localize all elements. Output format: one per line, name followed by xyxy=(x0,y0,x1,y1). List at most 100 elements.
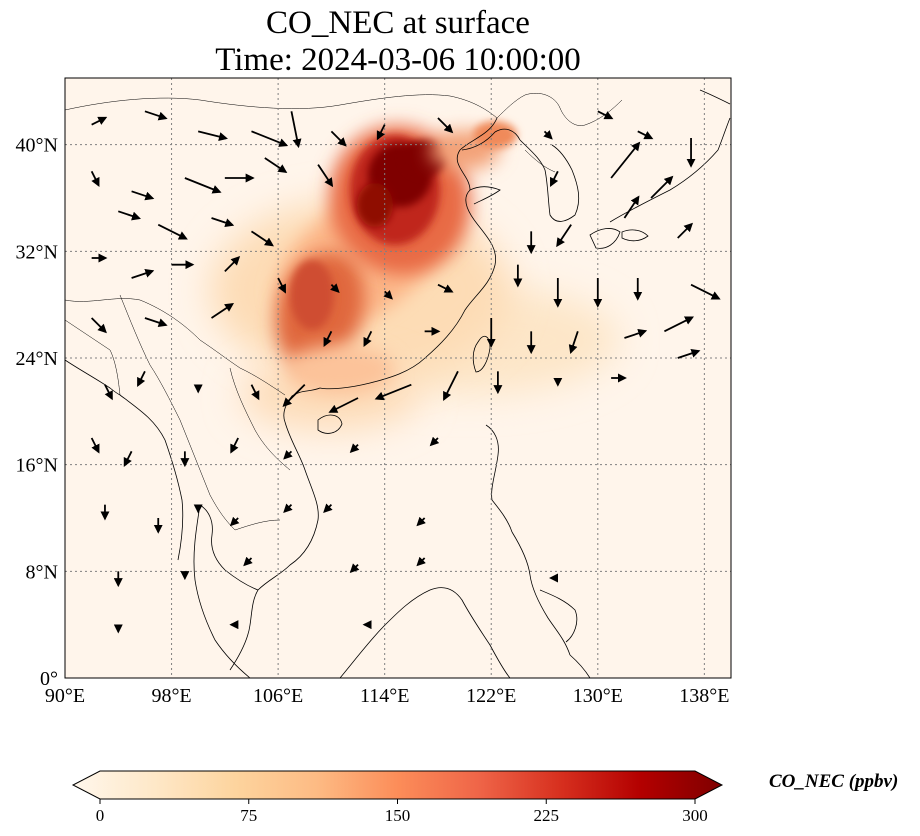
wind-arrow xyxy=(123,450,133,467)
wind-arrow xyxy=(323,330,333,347)
y-tick-label: 32°N xyxy=(16,241,58,263)
x-tick-label: 106°E xyxy=(253,685,303,707)
hokkaido-coast xyxy=(699,89,731,105)
title-line-1: CO_NEC at surface xyxy=(266,5,530,41)
wind-arrow xyxy=(229,516,240,527)
title-line-2: Time: 2024-03-06 10:00:00 xyxy=(215,42,580,78)
shandong-coast xyxy=(469,186,501,205)
wind-arrow xyxy=(211,217,235,227)
colorbar-tick-label: 225 xyxy=(534,806,560,825)
wind-arrow xyxy=(144,317,168,327)
wind-arrow xyxy=(184,177,222,194)
y-tick-label: 16°N xyxy=(16,455,58,477)
hainan-coast xyxy=(317,414,343,434)
myanmar-coast xyxy=(119,394,184,561)
wind-arrow xyxy=(224,256,241,272)
wind-arrow xyxy=(637,130,654,140)
x-tick-label: 138°E xyxy=(679,685,729,707)
wind-arrow xyxy=(443,370,459,401)
myanmar-china-border xyxy=(119,294,181,421)
wind-arrow xyxy=(117,210,141,221)
wind-arrow xyxy=(323,503,333,513)
colorbar: 0 75 150 225 300 CO_NEC (ppbv) xyxy=(71,770,898,825)
y-tick-label: 8°N xyxy=(26,561,58,583)
india-border xyxy=(65,319,121,396)
malay-peninsula xyxy=(193,504,251,678)
wind-arrow xyxy=(690,283,721,300)
china-south-border xyxy=(65,298,286,396)
x-tick-label: 130°E xyxy=(573,685,623,707)
wind-arrow xyxy=(437,283,454,293)
wind-arrow xyxy=(277,277,286,294)
wind-arrow xyxy=(349,443,360,453)
colorbar-tick-label: 75 xyxy=(240,806,257,825)
map-frame xyxy=(64,77,732,679)
wind-arrow xyxy=(264,157,288,173)
wind-arrow xyxy=(376,124,386,141)
colorbar-label: CO_NEC (ppbv) xyxy=(769,771,898,792)
wind-arrow xyxy=(556,224,572,248)
wind-arrow xyxy=(144,110,168,121)
wind-arrow xyxy=(429,436,440,447)
cambodia-border xyxy=(234,519,281,531)
wind-arrow xyxy=(104,384,113,401)
korea-coast xyxy=(519,139,580,222)
colorbar-tick-label: 300 xyxy=(682,806,708,825)
y-tick-label: 24°N xyxy=(16,348,58,370)
liaodong-coast xyxy=(461,128,521,151)
japan-shikoku xyxy=(621,229,649,242)
wind-arrow xyxy=(623,195,640,219)
plume-ncp-core-3 xyxy=(357,183,393,227)
wind-arrow xyxy=(663,316,695,333)
korea-border xyxy=(524,149,556,173)
wind-arrow xyxy=(283,503,293,513)
wind-arrow xyxy=(131,269,155,279)
x-tick-label: 114°E xyxy=(360,685,409,707)
x-tick-label: 122°E xyxy=(466,685,516,707)
wind-arrow xyxy=(374,383,412,401)
wind-arrow xyxy=(543,130,553,140)
wind-arrow xyxy=(328,397,359,413)
wind-arrow xyxy=(91,116,108,126)
wind-arrow xyxy=(550,170,559,187)
wind-arrow xyxy=(243,556,253,567)
y-tick-label: 0° xyxy=(40,668,58,690)
luzon-coast xyxy=(485,424,513,533)
wind-arrow xyxy=(677,349,701,359)
wind-arrow xyxy=(568,331,579,355)
wind-arrow xyxy=(250,384,260,401)
plume-sichuan-inner xyxy=(290,260,334,330)
wind-arrow xyxy=(230,437,239,454)
wind-arrow xyxy=(157,223,188,240)
sulawesi-coast xyxy=(569,654,591,678)
japan-kyushu xyxy=(589,228,621,249)
y-tick-label: 40°N xyxy=(16,135,58,157)
wind-arrow xyxy=(349,563,360,573)
wind-arrow xyxy=(137,370,146,387)
thailand-border xyxy=(179,419,236,531)
wind-arrow xyxy=(211,303,235,319)
colorbar-body xyxy=(71,770,724,800)
mindanao-coast xyxy=(539,589,578,643)
wind-arrow xyxy=(282,384,306,407)
wind-arrow xyxy=(383,290,393,300)
wind-arrow xyxy=(597,110,614,120)
bay-bengal-coast xyxy=(65,359,121,396)
wind-arrow xyxy=(317,164,334,188)
wind-arrow xyxy=(290,111,302,149)
gulf-thailand-coast xyxy=(199,504,259,591)
wind-arrow xyxy=(91,317,107,334)
wind-arrow xyxy=(437,117,454,134)
taiwan-coast xyxy=(472,335,491,373)
wind-arrow xyxy=(330,130,347,147)
japan-honshu xyxy=(609,117,731,223)
concentration-field xyxy=(210,121,620,430)
wind-arrow xyxy=(650,175,674,199)
wind-arrow xyxy=(624,329,648,339)
wind-arrow xyxy=(197,130,228,141)
colorbar-tick-label: 150 xyxy=(385,806,411,825)
philippines-south xyxy=(511,531,571,656)
wind-vectors xyxy=(90,110,721,634)
wind-arrow xyxy=(251,130,289,147)
